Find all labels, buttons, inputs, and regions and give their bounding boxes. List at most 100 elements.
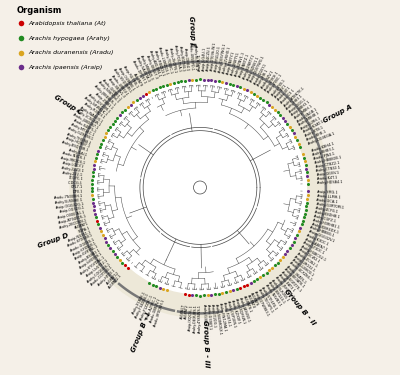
Text: Aradu.BHE.1: Aradu.BHE.1 [306,129,328,142]
Text: Arachis duranensis (Aradu): Arachis duranensis (Aradu) [29,50,114,55]
Text: Arahy.S2NBTY.1: Arahy.S2NBTY.1 [242,53,256,80]
Text: Araip.IXQF6W.1: Araip.IXQF6W.1 [234,298,246,325]
Text: Arahy.RBIZQ3.1: Arahy.RBIZQ3.1 [154,50,166,77]
Text: Arahy.WA5O3.1: Arahy.WA5O3.1 [79,105,104,124]
Text: Arahy.MBH.1: Arahy.MBH.1 [294,104,314,120]
Text: Group B - II: Group B - II [284,288,317,326]
Text: Araip.BE1VL.3: Araip.BE1VL.3 [107,78,126,99]
Text: Arahy.H3RHB1.1: Arahy.H3RHB1.1 [312,218,341,229]
Text: Arahy.K8DHB.1: Arahy.K8DHB.1 [314,210,341,219]
Text: AtGPAT9: AtGPAT9 [132,72,143,87]
Text: Arahy.ZCW2.1: Arahy.ZCW2.1 [296,251,319,268]
Text: Arahy.J8BE6U5.1: Arahy.J8BE6U5.1 [94,84,117,108]
Text: Arahy.FW12MA.1: Arahy.FW12MA.1 [218,302,228,332]
Text: Aradu.7N30BH.1: Aradu.7N30BH.1 [54,194,84,200]
Text: Araip.6FX5LB.1: Araip.6FX5LB.1 [72,241,98,257]
Text: Arahy.YLR055.1: Arahy.YLR055.1 [270,278,291,303]
Text: Organism: Organism [16,6,62,15]
Text: AtGPAT4: AtGPAT4 [246,294,256,309]
Text: Araip.R4CZU.1: Araip.R4CZU.1 [206,45,212,71]
Text: Arahy.4CFG.1: Arahy.4CFG.1 [315,206,339,214]
Text: Aradu.GG0SS.1: Aradu.GG0SS.1 [70,237,96,252]
Text: Aradu.GH9JE1.1: Aradu.GH9JE1.1 [102,78,123,102]
Text: Arahy.2kQPN.1: Arahy.2kQPN.1 [168,47,178,74]
Text: Group A: Group A [322,104,353,125]
Text: Aradu.K3AT.1: Aradu.K3AT.1 [302,120,325,134]
Text: Aradu.G398T.1: Aradu.G398T.1 [206,304,212,330]
Text: Arahy.MBHB.1: Arahy.MBHB.1 [298,111,321,127]
Text: Arahy.F1ZZ9C.1: Arahy.F1ZZ9C.1 [139,294,154,321]
Text: Arahy.G3RT0M.1: Arahy.G3RT0M.1 [316,202,345,210]
Text: Araip.A2YRC.1: Araip.A2YRC.1 [145,295,158,320]
Text: Araip.LMG32.1: Araip.LMG32.1 [294,255,317,273]
Text: Arahy.4YKH.1: Arahy.4YKH.1 [264,70,280,92]
Text: Aradu.9FXQ6H.1: Aradu.9FXQ6H.1 [153,298,166,327]
Text: Aradu.K4T.1: Aradu.K4T.1 [316,176,338,182]
Text: AtGPAT1: AtGPAT1 [74,222,89,230]
Text: Araip.RU7MS.1: Araip.RU7MS.1 [122,65,140,89]
Text: Arahy.AB13M4.1: Arahy.AB13M4.1 [148,50,162,78]
Text: Arahy.ATBK7K.1: Arahy.ATBK7K.1 [283,86,306,108]
Text: Araip.4Y.1: Araip.4Y.1 [274,83,288,99]
Text: Arachis hypogaea (Arahy): Arachis hypogaea (Arahy) [29,36,110,40]
Text: Arahy.8TB.1: Arahy.8TB.1 [304,125,325,138]
Text: Araip.GGG32V.1: Araip.GGG32V.1 [308,230,336,244]
Text: Arahy.1CSC4W.1: Arahy.1CSC4W.1 [75,108,102,127]
Text: Araip.GG5V.1: Araip.GG5V.1 [316,171,340,177]
Text: AtGPAT6: AtGPAT6 [250,292,260,307]
Text: Aradu.PJN4.1: Aradu.PJN4.1 [313,152,336,161]
Text: Arahy.FD1T5A.1: Arahy.FD1T5A.1 [173,44,182,73]
Text: Arahy.M8B0ZI.3: Arahy.M8B0ZI.3 [139,55,154,81]
Text: Arahy.C6P1EN.1: Arahy.C6P1EN.1 [226,300,237,329]
Text: SGPA.1: SGPA.1 [78,226,91,234]
Text: Group D: Group D [37,232,70,249]
Text: Arahy.X1B4K.1: Arahy.X1B4K.1 [131,290,147,315]
Text: Araip.D7W983.1: Araip.D7W983.1 [253,290,270,317]
Text: Arahy.4YBC.1: Arahy.4YBC.1 [267,73,284,94]
Text: Group B - III: Group B - III [202,320,209,367]
Text: Aradu.SZV.1: Aradu.SZV.1 [260,69,275,89]
Text: Arahy.DG9EGA.1: Arahy.DG9EGA.1 [308,131,336,146]
Text: Arahy.AATA7.1: Arahy.AATA7.1 [304,237,329,252]
Text: Arahy.4Y8SWS.1: Arahy.4Y8SWS.1 [198,304,202,333]
Text: Araip.LLBH00.1: Araip.LLBH00.1 [291,258,315,278]
Circle shape [70,57,330,318]
Text: Araip.CTBZ2.1: Araip.CTBZ2.1 [315,161,340,169]
Text: AtGPAT8.1: AtGPAT8.1 [242,295,252,314]
Text: Aradu.LSMZQ3.1: Aradu.LSMZQ3.1 [158,46,170,76]
Text: Group B - I: Group B - I [131,311,152,353]
Text: Araip.6V9YNL.1: Araip.6V9YNL.1 [74,244,100,261]
Text: Arahy.HT72.1: Arahy.HT72.1 [98,267,117,286]
Text: Arahy.4YB.1: Arahy.4YB.1 [270,78,286,97]
Text: Aradu.DPC97.1: Aradu.DPC97.1 [131,60,147,85]
Text: Arabidopsis thaliana (At): Arabidopsis thaliana (At) [29,21,107,26]
Text: Aradu.N3C6.1: Aradu.N3C6.1 [62,151,87,161]
Text: Aradu.6YXSSV.1: Aradu.6YXSSV.1 [67,233,94,248]
Text: Arahy.CGFZ.1: Arahy.CGFZ.1 [313,214,337,223]
Text: Arahy.HB8B00.1: Arahy.HB8B00.1 [314,155,343,165]
Text: Arahy.QG5YWG.1: Arahy.QG5YWG.1 [218,42,228,73]
Text: Aradu.GCA.1: Aradu.GCA.1 [316,198,339,204]
Text: Arahy.7ECSP5.1: Arahy.7ECSP5.1 [257,288,274,314]
Text: Aradu.KZX0F.1: Aradu.KZX0F.1 [230,299,241,326]
Text: Arahy.5A4VTA.3: Arahy.5A4VTA.3 [135,57,150,83]
Text: Aradu.K3DC.1: Aradu.K3DC.1 [306,233,330,247]
Text: Arahy.HH.1: Arahy.HH.1 [257,68,270,87]
Text: AtGPA17: AtGPA17 [180,303,186,319]
Text: DP0.1: DP0.1 [72,190,83,194]
Text: Arahy.5TF4PU.1: Arahy.5TF4PU.1 [260,286,278,311]
Circle shape [94,81,306,294]
Text: Araip.AT04005.1: Araip.AT04005.1 [58,214,87,225]
Text: LT.DYC.1: LT.DYC.1 [68,176,84,182]
Text: Araip.PP4120.1: Araip.PP4120.1 [214,45,222,72]
Text: Arahy.JA9U5E.1: Arahy.JA9U5E.1 [238,297,251,324]
Text: Araip.DHE4.1: Araip.DHE4.1 [183,48,190,71]
Text: Arahy.5U5NHE.1: Arahy.5U5NHE.1 [55,198,84,205]
Text: Arahy.SZNV1.1: Arahy.SZNV1.1 [234,51,246,77]
Text: Arahy.40Y23M.1: Arahy.40Y23M.1 [87,93,112,114]
Text: AtGPAT2: AtGPAT2 [184,304,190,319]
Text: Araip.QG5YWG.1: Araip.QG5YWG.1 [250,55,266,83]
Text: Arahy.COGGGS.1: Arahy.COGGGS.1 [86,261,112,284]
Text: Arahy.BSSB1.1: Arahy.BSSB1.1 [78,248,102,265]
Text: Arahy.N43MO5X.1: Arahy.N43MO5X.1 [214,303,223,335]
